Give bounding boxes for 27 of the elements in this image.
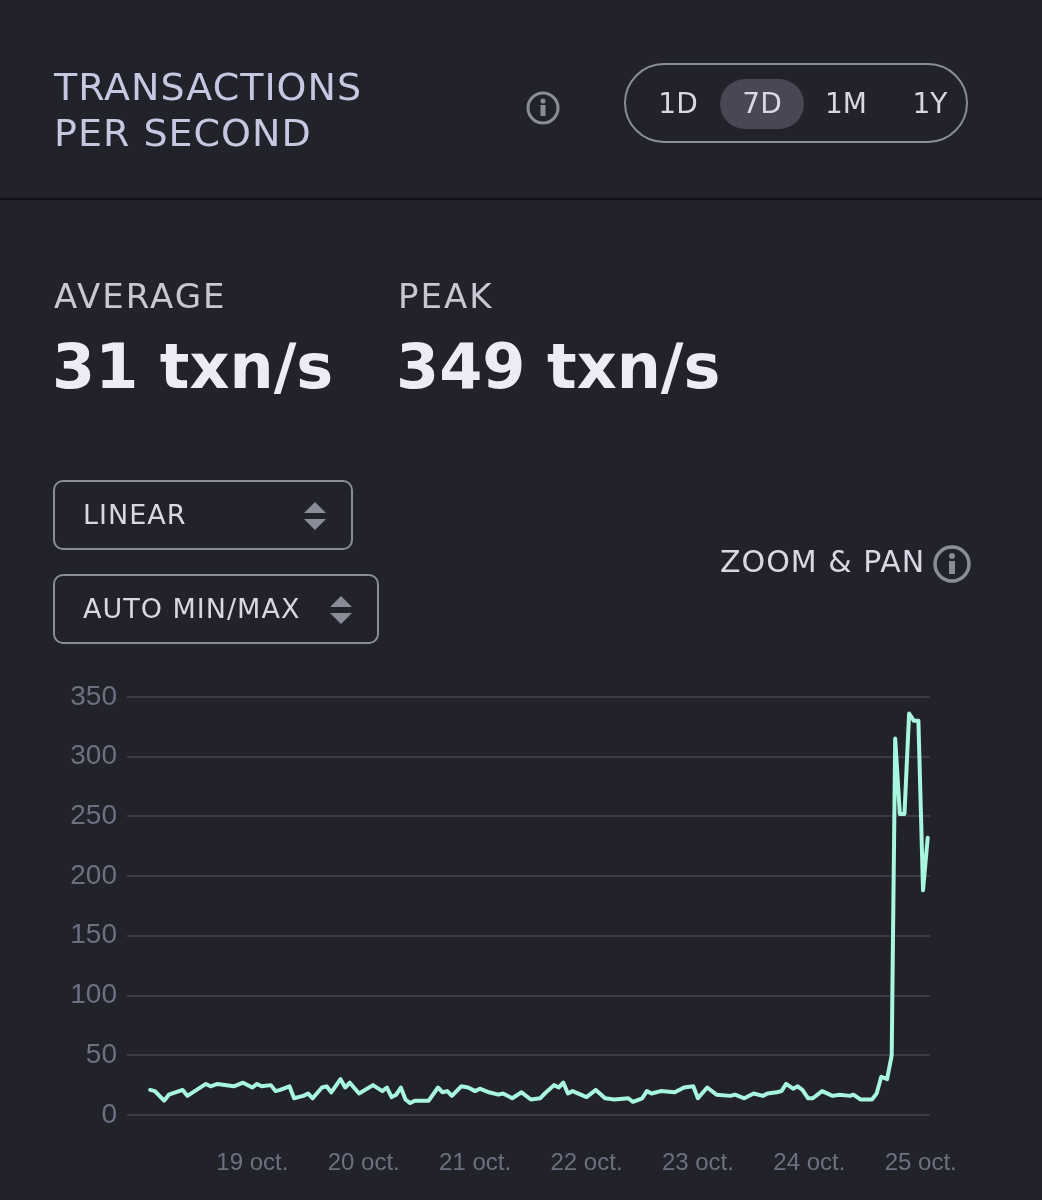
y-tick-label: 350: [70, 679, 117, 711]
text: LINEAR: [53, 480, 353, 550]
text: 7D: [720, 79, 804, 129]
y-tick-label: 200: [70, 858, 117, 890]
x-tick-label: 19 oct.: [216, 1148, 289, 1176]
text: PEAK: [398, 276, 494, 316]
x-tick-label: 25 oct.: [884, 1148, 957, 1176]
y-tick-label: 300: [70, 739, 117, 771]
text: AVERAGE: [54, 276, 227, 316]
text: ZOOM & PAN: [720, 544, 926, 579]
chart-title: TRANSACTIONS PER SECOND: [54, 64, 364, 156]
x-tick-label: 22 oct.: [550, 1148, 623, 1176]
x-tick-label: 21 oct.: [439, 1148, 512, 1176]
x-tick-label: 20 oct.: [327, 1148, 400, 1176]
text: AUTO MIN/MAX: [53, 574, 379, 644]
y-tick-label: 250: [70, 799, 117, 830]
y-tick-label: 150: [70, 918, 117, 950]
text: 1Y: [911, 86, 949, 122]
y-tick-label: 100: [70, 978, 117, 1010]
text: 349 txn/s: [396, 330, 721, 403]
y-tick-label: 50: [85, 1037, 117, 1069]
x-tick-label: 23 oct.: [661, 1148, 734, 1176]
y-tick-label: 0: [101, 1097, 117, 1129]
text: 31 txn/s: [52, 330, 334, 403]
text: 1D: [657, 86, 699, 122]
text: 1M: [824, 86, 868, 122]
x-tick-label: 24 oct.: [773, 1148, 846, 1176]
